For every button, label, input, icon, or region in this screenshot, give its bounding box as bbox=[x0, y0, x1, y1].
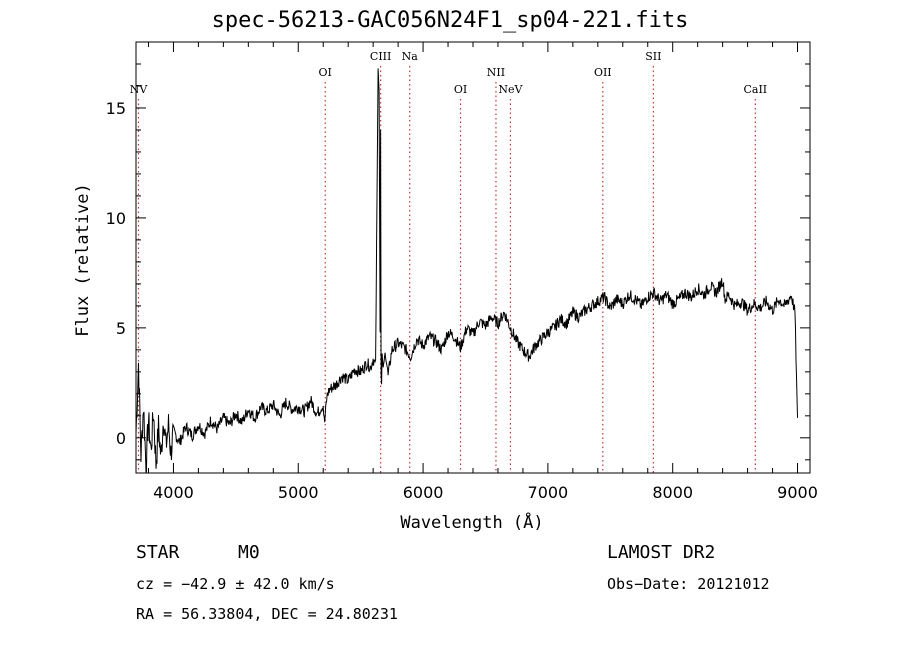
y-tick-label: 10 bbox=[106, 209, 126, 228]
axes: 4000 5000 6000 7000 8000 9000 0 5 10 15 bbox=[106, 41, 818, 502]
x-tick-label: 4000 bbox=[153, 483, 194, 502]
line-marker-label: Na bbox=[402, 50, 419, 63]
x-tick-label: 6000 bbox=[403, 483, 444, 502]
x-tick-label: 7000 bbox=[528, 483, 569, 502]
x-tick-label: 8000 bbox=[652, 483, 693, 502]
survey-name: LAMOST DR2 bbox=[607, 542, 716, 563]
spectrum-series bbox=[135, 68, 798, 474]
observation-date: Obs−Date: 20121012 bbox=[607, 575, 770, 593]
x-tick-label: 9000 bbox=[777, 483, 818, 502]
line-marker-label: CaII bbox=[743, 83, 767, 96]
y-tick-label: 15 bbox=[106, 99, 126, 118]
emission-line-markers: NV OI CIII Na OI NII NeV OII SII CaII bbox=[130, 50, 767, 473]
line-marker-label: OI bbox=[454, 83, 467, 96]
line-marker-label: SII bbox=[645, 50, 661, 63]
line-marker-label: NeV bbox=[498, 83, 523, 96]
chart-title: spec-56213-GAC056N24F1_sp04-221.fits bbox=[211, 8, 689, 33]
x-axis-label: Wavelength (Å) bbox=[400, 511, 543, 533]
y-tick-label: 5 bbox=[116, 319, 126, 338]
plot-frame bbox=[135, 41, 811, 474]
coordinates: RA = 56.33804, DEC = 24.80231 bbox=[136, 605, 398, 623]
object-class: STAR bbox=[136, 542, 180, 563]
x-tick-label: 5000 bbox=[278, 483, 319, 502]
line-marker-label: NV bbox=[130, 83, 149, 96]
object-subclass: M0 bbox=[238, 542, 260, 563]
spectrum-line bbox=[135, 68, 798, 474]
y-axis-label: Flux (relative) bbox=[73, 183, 93, 337]
redshift-velocity: cz = −42.9 ± 42.0 km/s bbox=[136, 575, 335, 593]
line-marker-label: OI bbox=[319, 66, 332, 79]
line-marker-label: NII bbox=[487, 66, 505, 79]
y-tick-label: 0 bbox=[116, 429, 126, 448]
line-marker-label: CIII bbox=[370, 50, 391, 63]
line-marker-label: OII bbox=[594, 66, 612, 79]
